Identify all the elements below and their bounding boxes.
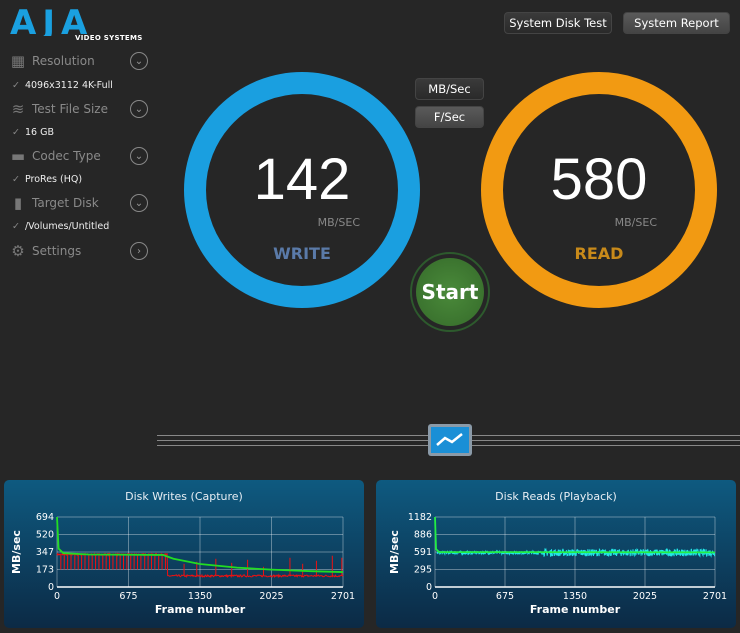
line-graph-icon [436, 433, 463, 446]
aja-logo: AJA [10, 3, 130, 43]
y-tick-label: 173 [36, 565, 54, 576]
read-unit: MB/SEC [614, 216, 657, 229]
disk-reads-panel: Disk Reads (Playback) 0 675 1350 2025 2701 0 2… [376, 480, 736, 628]
logo-subtitle: VIDEO SYSTEMS [75, 34, 143, 42]
x-tick-label: 2701 [331, 591, 355, 602]
f-sec-button[interactable]: F/Sec [415, 106, 484, 128]
x-tick-label: 0 [54, 591, 60, 602]
y-tick-label: 0 [48, 582, 54, 593]
x-tick-label: 1350 [563, 591, 587, 602]
chevron-down-icon[interactable]: ⌄ [130, 52, 148, 70]
x-tick-label: 2701 [703, 591, 727, 602]
y-tick-label: 0 [426, 582, 432, 593]
sidebar-item-resolution[interactable]: ▦ Resolution ⌄ [8, 50, 148, 72]
y-tick-label: 295 [414, 565, 432, 576]
write-value: 142 [253, 147, 351, 212]
x-tick-label: 2025 [633, 591, 657, 602]
x-tick-label: 0 [432, 591, 438, 602]
green-read-series [434, 516, 716, 554]
read-gauge: 580 MB/SEC READ [481, 72, 717, 308]
x-tick-label: 1350 [188, 591, 212, 602]
chart-title: Disk Reads (Playback) [495, 490, 617, 503]
start-button[interactable]: Start [410, 252, 490, 332]
sidebar-item-target-disk[interactable]: ▮ Target Disk ⌄ [8, 192, 148, 214]
chevron-down-icon[interactable]: ⌄ [130, 147, 148, 165]
disk-icon: ▮ [13, 194, 23, 212]
x-axis-label: Frame number [530, 603, 621, 616]
y-tick-label: 694 [36, 512, 54, 523]
stack-icon: ≋ [11, 100, 25, 118]
file-size-value: ✓ 16 GB [12, 127, 54, 138]
gear-icon: ⚙ [11, 242, 25, 260]
resolution-value: ✓ 4096x3112 4K-Full [12, 80, 113, 91]
chip-icon: ▦ [10, 52, 26, 70]
sidebar-item-codec-type[interactable]: ▬ Codec Type ⌄ [8, 145, 148, 167]
film-icon: ▬ [10, 147, 26, 165]
y-tick-label: 886 [414, 530, 432, 541]
green-write-series [56, 516, 344, 573]
x-axis-label: Frame number [155, 603, 246, 616]
disk-writes-chart: 0 675 1350 2025 2701 0 173 347 520 694 Frame numbe… [10, 512, 355, 616]
system-report-button[interactable]: System Report [623, 12, 730, 34]
chart-title: Disk Writes (Capture) [125, 490, 243, 503]
y-axis-label: MB/sec [388, 530, 401, 574]
svg-text:AJA: AJA [10, 6, 93, 36]
chevron-down-icon[interactable]: ⌄ [130, 194, 148, 212]
write-label: WRITE [273, 244, 331, 263]
x-tick-label: 675 [119, 591, 137, 602]
y-axis-label: MB/sec [10, 530, 23, 574]
codec-value: ✓ ProRes (HQ) [12, 174, 83, 185]
x-tick-label: 2025 [259, 591, 283, 602]
target-disk-value: ✓/Volumes/Untitled [12, 221, 110, 232]
write-gauge: 142 MB/SEC WRITE [184, 72, 420, 308]
write-unit: MB/SEC [317, 216, 360, 229]
chevron-down-icon[interactable]: ⌄ [130, 100, 148, 118]
disk-writes-panel: Disk Writes (Capture) 0 675 1350 2025 2701 0 1… [4, 480, 364, 628]
y-tick-label: 520 [36, 530, 54, 541]
y-tick-label: 1182 [408, 512, 432, 523]
mb-sec-button[interactable]: MB/Sec [415, 78, 484, 100]
cyan-read-series [436, 547, 716, 558]
graph-toggle-button[interactable] [428, 424, 472, 456]
sidebar-item-test-file-size[interactable]: ≋ Test File Size ⌄ [8, 98, 148, 120]
read-label: READ [574, 244, 624, 263]
y-tick-label: 591 [414, 547, 432, 558]
disk-reads-chart: 0 675 1350 2025 2701 0 295 591 886 1182 Frame numb… [388, 512, 727, 616]
sidebar-item-settings[interactable]: ⚙ Settings › [8, 240, 148, 262]
x-tick-label: 675 [496, 591, 514, 602]
chevron-right-icon[interactable]: › [130, 242, 148, 260]
y-tick-label: 347 [36, 547, 54, 558]
read-value: 580 [550, 147, 648, 212]
system-disk-test-button[interactable]: System Disk Test [504, 12, 612, 34]
start-label[interactable]: Start [416, 258, 484, 326]
